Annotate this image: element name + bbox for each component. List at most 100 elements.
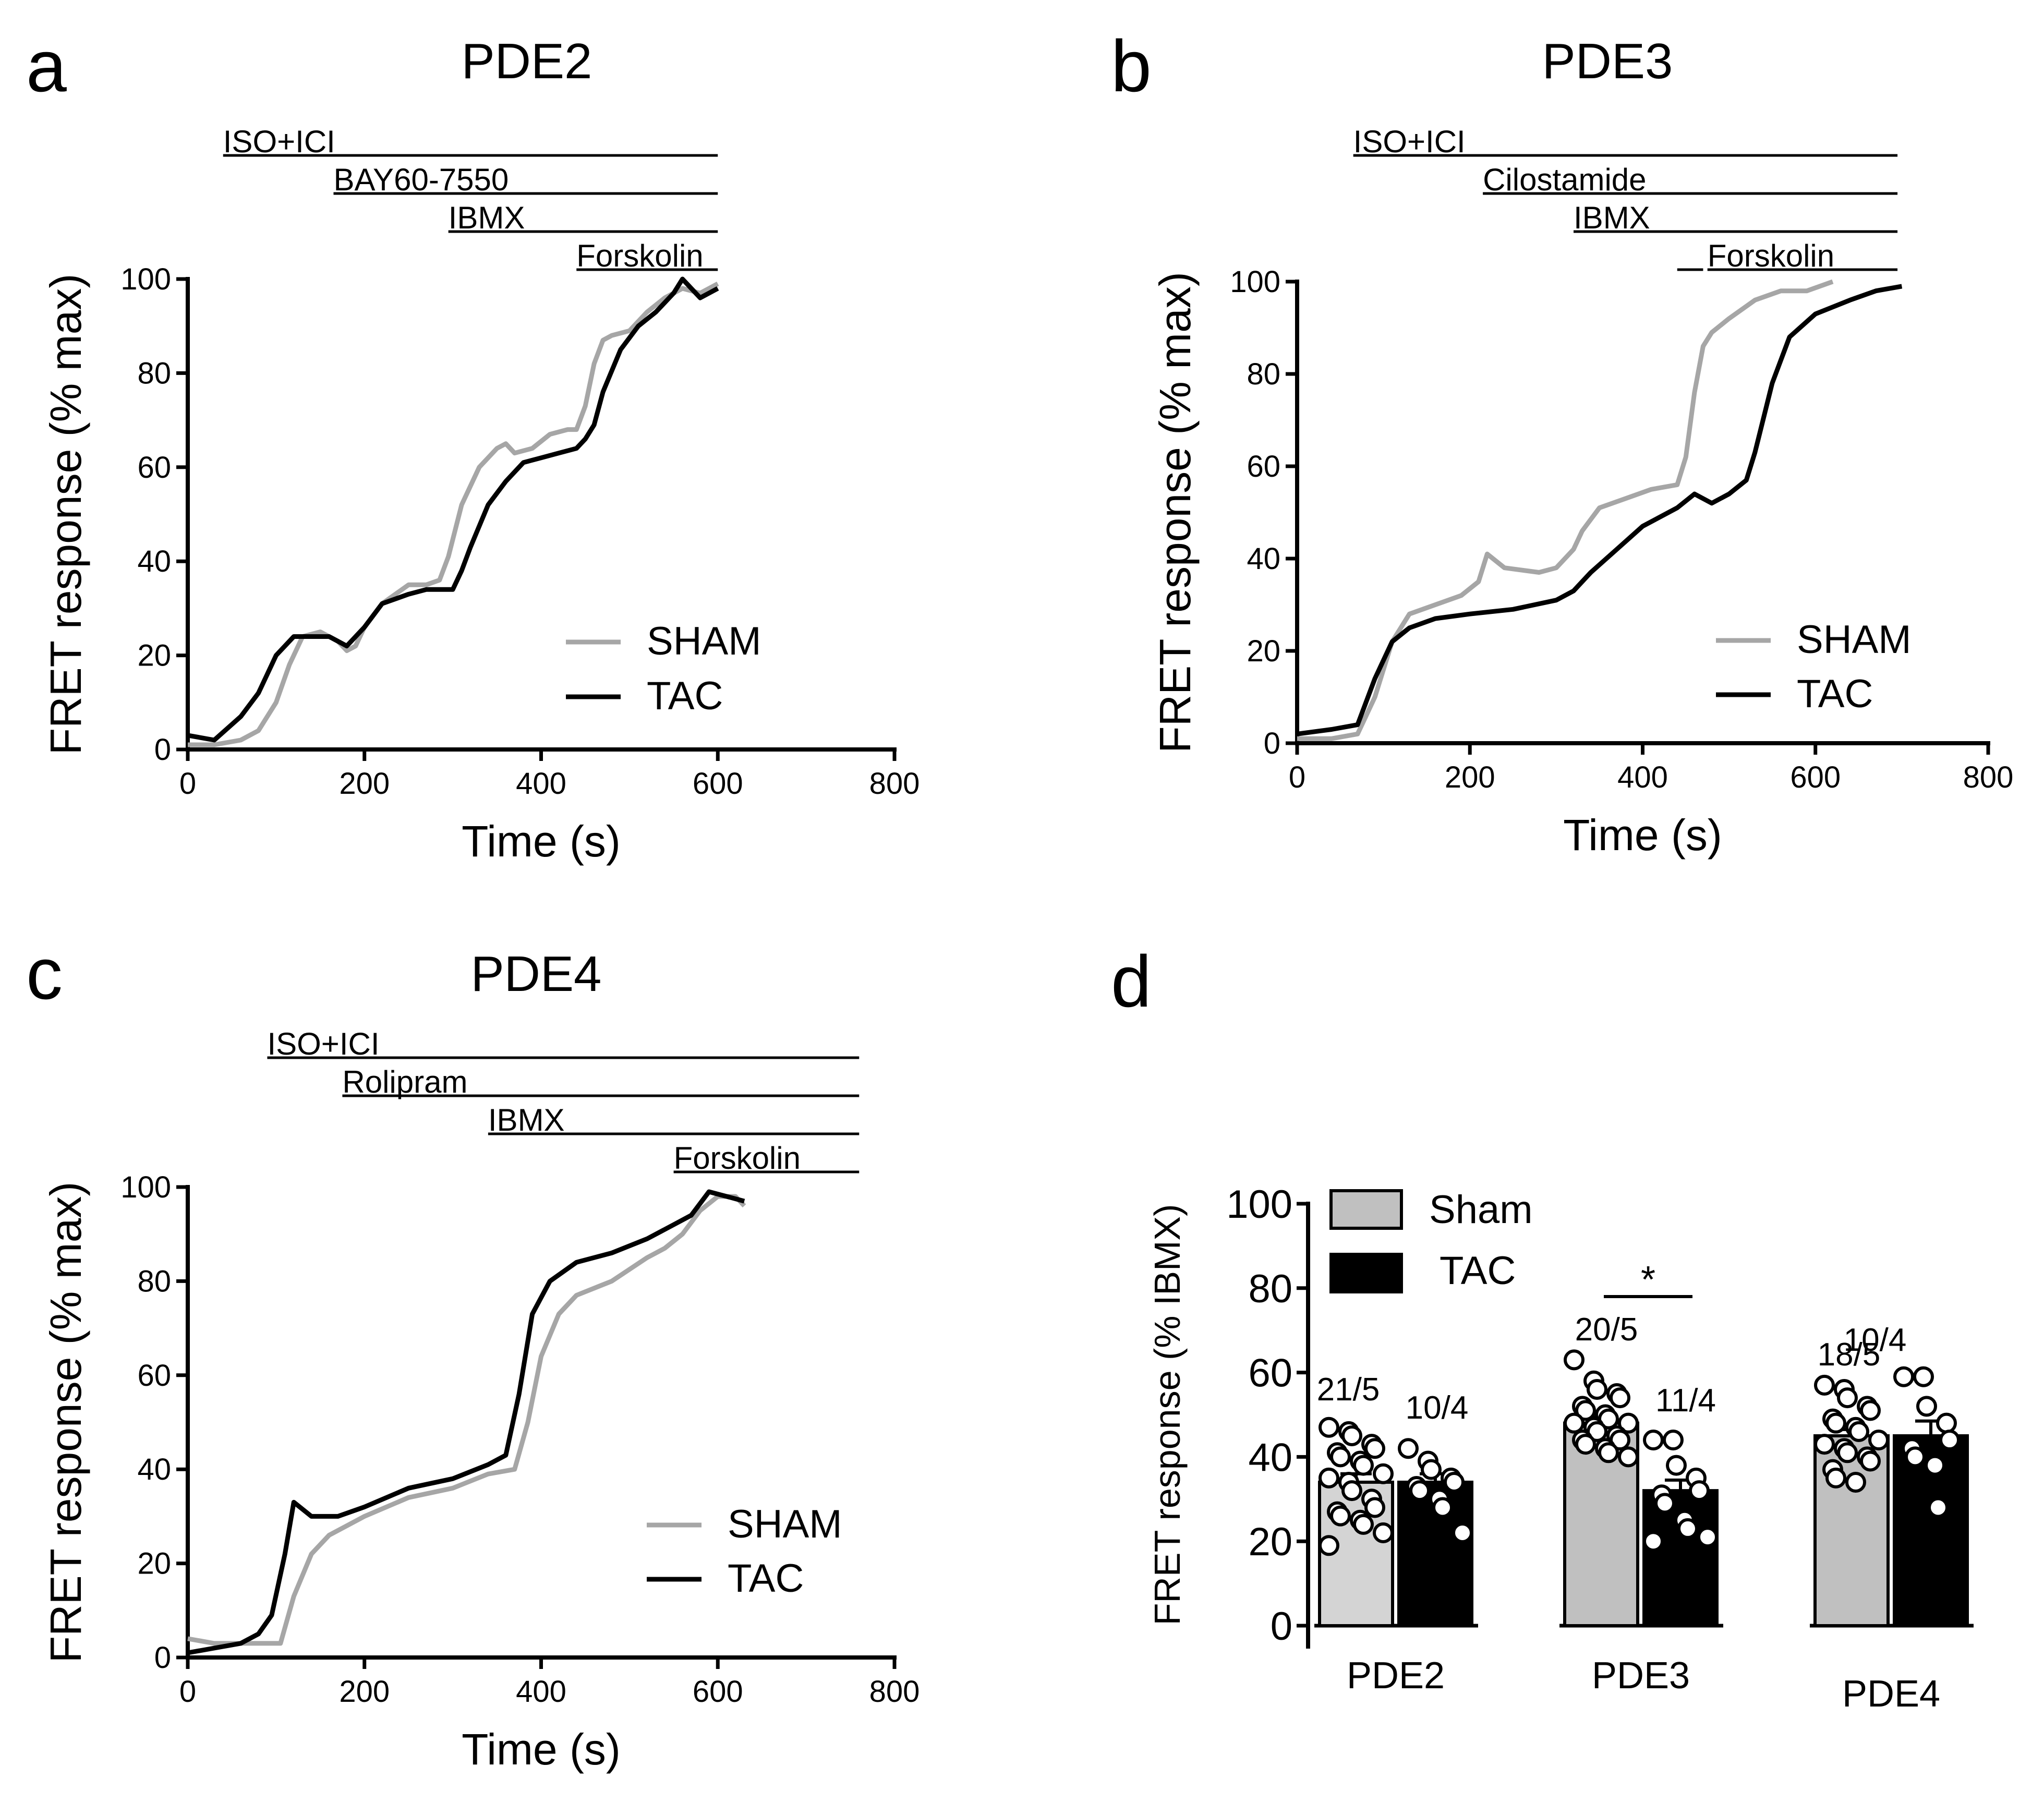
data-point (1618, 1446, 1639, 1468)
x-tick-label: 600 (693, 1675, 743, 1709)
data-point (1689, 1480, 1710, 1502)
y-tick-label: 40 (1248, 1435, 1292, 1480)
data-point (1860, 1400, 1881, 1421)
series-line-tac (187, 1189, 745, 1655)
y-tick-label: 0 (1264, 727, 1280, 760)
data-point (1666, 1455, 1687, 1476)
data-point (1373, 1522, 1394, 1544)
x-axis-label: Time (s) (462, 817, 621, 866)
x-tick-label: 200 (339, 767, 390, 801)
data-point (1643, 1430, 1664, 1451)
data-point (1341, 1425, 1362, 1446)
data-point (1825, 1467, 1846, 1489)
data-point (1610, 1387, 1630, 1409)
x-tick-label: 600 (693, 767, 743, 801)
data-point (1837, 1387, 1858, 1409)
category-label-pde4: PDE4 (1842, 1673, 1940, 1715)
data-point (1319, 1467, 1339, 1489)
panel-letter-a: a (26, 25, 67, 107)
x-tick-label: 0 (179, 767, 196, 801)
x-tick-label: 400 (516, 1675, 566, 1709)
treatment-label: ISO+ICI (267, 1026, 379, 1061)
treatment-label: Forskolin (576, 238, 703, 273)
n-label-tac: 11/4 (1655, 1383, 1716, 1419)
n-label-sham: 18/5 (1818, 1337, 1881, 1373)
panel-b: b PDE3 0 20 40 60 80 100 0 200 400 600 800 Time (s) FR… (1111, 25, 2013, 860)
y-tick-label: 100 (1226, 1182, 1292, 1227)
data-point (1432, 1497, 1453, 1518)
data-point (1330, 1505, 1351, 1527)
panel-letter-d: d (1111, 940, 1152, 1022)
category-label-pde2: PDE2 (1347, 1655, 1445, 1697)
y-tick-label: 100 (120, 262, 171, 296)
y-tick-label: 60 (1248, 1351, 1292, 1396)
legend-label-tac: TAC (1440, 1249, 1516, 1293)
data-point (1444, 1471, 1465, 1493)
y-tick-label: 100 (120, 1170, 171, 1204)
x-axis-label: Time (s) (1563, 810, 1722, 860)
treatment-label: IBMX (449, 200, 525, 235)
y-tick-label: 20 (137, 639, 171, 673)
y-axis-label: FRET response (% IBMX) (1147, 1204, 1188, 1626)
data-point (1353, 1514, 1374, 1535)
series-line-tac (187, 276, 719, 743)
x-tick-label: 200 (339, 1675, 390, 1709)
significance-star: * (1641, 1259, 1655, 1301)
n-label-tac: 10/4 (1406, 1390, 1469, 1426)
data-point (1860, 1450, 1881, 1472)
data-point (1848, 1421, 1869, 1442)
data-point (1341, 1480, 1362, 1502)
y-tick-label: 60 (137, 451, 171, 485)
x-tick-label: 800 (869, 767, 920, 801)
treatment-label: Rolipram (342, 1064, 467, 1099)
n-label-sham: 21/5 (1317, 1372, 1380, 1408)
data-point (1364, 1497, 1385, 1518)
data-point (1916, 1396, 1937, 1417)
legend-label-sham: SHAM (1797, 618, 1912, 662)
data-point (1654, 1493, 1675, 1514)
panel-title: PDE4 (471, 946, 602, 1002)
data-point (1598, 1442, 1619, 1463)
data-point (1936, 1412, 1957, 1434)
data-point (1587, 1378, 1607, 1400)
data-point (1845, 1471, 1866, 1493)
data-point (1905, 1446, 1926, 1468)
panel-d: d 0 20 40 60 80 100 FRET response (% IBMX) PDE2 P… (1111, 940, 1974, 1715)
data-point (1564, 1349, 1585, 1371)
y-axis-label: FRET response (% max) (41, 1182, 90, 1663)
y-tick-label: 80 (1247, 357, 1280, 391)
treatment-label: IBMX (488, 1103, 565, 1138)
panel-letter-c: c (26, 933, 63, 1014)
data-point (1928, 1497, 1949, 1518)
x-tick-label: 800 (869, 1675, 920, 1709)
x-tick-label: 0 (179, 1675, 196, 1709)
data-point (1421, 1459, 1442, 1480)
legend-label-sham: SHAM (728, 1502, 842, 1546)
treatment-label: ISO+ICI (223, 124, 335, 159)
data-point (1618, 1412, 1639, 1434)
treatment-label: Cilostamide (1483, 162, 1646, 197)
data-point (1353, 1455, 1374, 1476)
panel-title: PDE2 (462, 33, 592, 89)
data-point (1913, 1366, 1934, 1387)
legend-label-sham: Sham (1429, 1188, 1533, 1232)
data-point (1893, 1366, 1914, 1387)
y-tick-label: 40 (137, 544, 171, 578)
panel-title: PDE3 (1542, 33, 1673, 89)
x-tick-label: 200 (1445, 760, 1495, 794)
x-tick-label: 0 (1289, 760, 1305, 794)
treatment-label: BAY60-7550 (333, 162, 509, 197)
series-line-sham (188, 282, 719, 747)
data-point (1663, 1430, 1684, 1451)
data-point (1939, 1430, 1960, 1451)
series-line-tac (1297, 284, 1903, 736)
data-point (1452, 1522, 1473, 1544)
x-tick-label: 600 (1790, 760, 1841, 794)
data-point (1643, 1531, 1664, 1552)
y-tick-label: 80 (1248, 1267, 1292, 1311)
data-point (1925, 1455, 1945, 1476)
treatment-label: ISO+ICI (1353, 124, 1466, 159)
y-tick-label: 40 (1247, 542, 1280, 576)
panel-a: a PDE2 0 20 40 60 80 100 0 200 400 600 800 Time (s) FR… (26, 25, 920, 866)
